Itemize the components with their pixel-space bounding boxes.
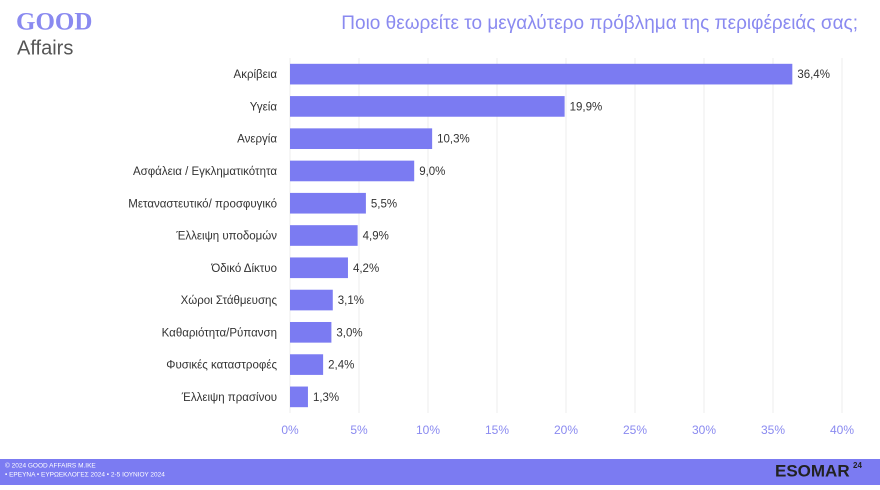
x-tick-label: 20% xyxy=(554,423,578,437)
bar xyxy=(290,225,358,246)
y-tick-label: Φυσικές καταστροφές xyxy=(166,360,277,372)
footer-band xyxy=(0,459,880,485)
x-tick-label: 15% xyxy=(485,423,509,437)
y-tick-label: Μεταναστευτικό/ προσφυγικό xyxy=(128,198,277,210)
value-label: 3,0% xyxy=(336,327,362,339)
value-label: 4,2% xyxy=(353,263,379,275)
bar xyxy=(290,128,433,150)
value-label: 36,4% xyxy=(797,69,830,81)
value-label: 2,4% xyxy=(328,360,354,372)
x-tick-label: 5% xyxy=(350,423,368,437)
x-tick-label: 35% xyxy=(761,423,785,437)
y-tick-label: Ασφάλεια / Εγκληματικότητα xyxy=(133,166,277,178)
value-label: 9,0% xyxy=(419,166,445,178)
bar xyxy=(290,354,324,375)
value-label: 10,3% xyxy=(437,134,470,146)
x-tick-label: 0% xyxy=(281,423,299,437)
logo-good: GOOD xyxy=(16,9,92,36)
bar xyxy=(290,96,565,117)
bar xyxy=(290,289,333,311)
value-label: 19,9% xyxy=(570,101,603,113)
logo-affairs: Affairs xyxy=(17,37,73,59)
y-tick-label: Καθαριότητα/Ρύπανση xyxy=(162,327,277,339)
y-tick-label: Υγεία xyxy=(250,101,278,113)
footer-brand-sup: 24 xyxy=(853,461,862,470)
y-tick-label: Έλλειψη υποδομών xyxy=(175,231,277,243)
footer-survey: • ΕΡΕΥΝΑ • ΕΥΡΩΕΚΛΟΓΕΣ 2024 • 2-5 ΙΟΥΝΙΟ… xyxy=(5,472,165,479)
footer-brand: ESOMAR xyxy=(775,461,850,480)
x-tick-label: 25% xyxy=(623,423,647,437)
bar xyxy=(290,192,366,214)
bar xyxy=(290,63,793,85)
x-tick-label: 30% xyxy=(692,423,716,437)
y-tick-label: Ακρίβεια xyxy=(234,69,278,81)
bar xyxy=(290,321,332,343)
x-tick-label: 10% xyxy=(416,423,440,437)
value-label: 1,3% xyxy=(313,392,339,404)
y-tick-label: Έλλειψη πρασίνου xyxy=(181,392,277,404)
value-label: 3,1% xyxy=(338,295,364,307)
bar xyxy=(290,386,308,408)
value-label: 5,5% xyxy=(371,198,397,210)
y-tick-label: Χώροι Στάθμευσης xyxy=(181,295,278,307)
chart-title: Ποιο θεωρείτε το μεγαλύτερο πρόβλημα της… xyxy=(341,13,858,34)
footer-copyright: © 2024 GOOD AFFAIRS M.IKE xyxy=(5,462,96,470)
bar xyxy=(290,160,415,182)
y-tick-label: Ανεργία xyxy=(237,134,277,146)
bar xyxy=(290,257,348,279)
x-tick-label: 40% xyxy=(830,423,854,437)
y-tick-label: Όδικό Δίκτυο xyxy=(210,263,277,275)
value-label: 4,9% xyxy=(363,231,389,243)
